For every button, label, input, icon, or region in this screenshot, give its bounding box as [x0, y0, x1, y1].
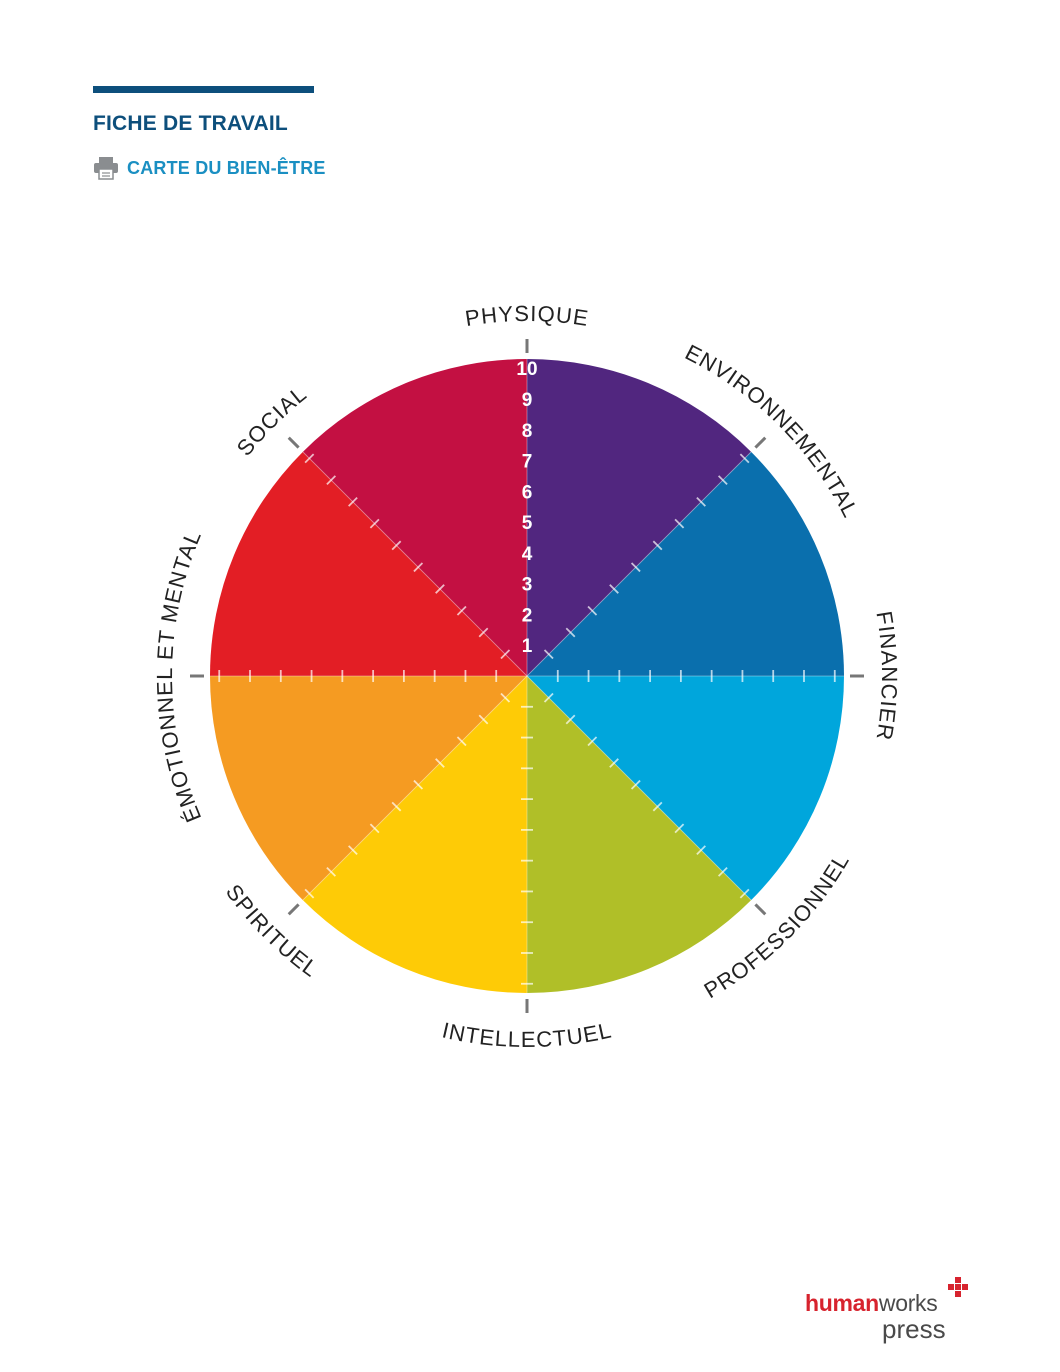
logo-press-text: press	[882, 1314, 946, 1344]
wheel-scale: 1 2 3 4 5 6 7 8 9 10	[516, 359, 537, 657]
scale-tick	[739, 888, 750, 899]
header-rule	[93, 86, 314, 93]
outer-tick	[754, 903, 767, 916]
outer-tick	[287, 903, 300, 916]
segment-financier	[527, 676, 844, 901]
scale-tick	[630, 562, 641, 573]
segment-professionnel	[527, 676, 752, 993]
scale-tick	[609, 584, 619, 594]
outer-tick	[754, 436, 767, 449]
wheel-segments	[210, 359, 844, 993]
outer-ticks	[190, 339, 864, 1013]
scale-tick	[609, 758, 619, 768]
scale-tick	[456, 736, 467, 747]
scale-tick	[652, 801, 663, 812]
scale-tick	[391, 540, 402, 551]
scale-label-3: 3	[522, 575, 533, 596]
scale-label-4: 4	[522, 544, 533, 565]
scale-tick	[369, 518, 380, 529]
scale-tick	[717, 475, 728, 486]
scale-tick	[543, 649, 554, 660]
scale-tick	[500, 692, 511, 703]
scale-tick	[696, 497, 706, 507]
segment-environnemental	[527, 451, 844, 676]
scale-tick	[348, 497, 358, 507]
scale-tick	[369, 823, 380, 834]
scale-label-10: 10	[516, 359, 537, 380]
scale-label-2: 2	[522, 605, 533, 626]
segment-social	[302, 359, 527, 676]
scale-label-1: 1	[522, 636, 533, 657]
outer-tick	[287, 436, 300, 449]
page-subtitle: CARTE DU BIEN-ÊTRE	[127, 157, 326, 178]
segment-physique	[527, 359, 752, 676]
scale-tick	[435, 758, 445, 768]
segment-spirituel	[210, 676, 527, 901]
page-title: FICHE DE TRAVAIL	[93, 112, 288, 135]
logo-mark-icon	[948, 1277, 968, 1297]
label-financier: FINANCIER	[871, 609, 902, 742]
print-worksheet-link[interactable]: CARTE DU BIEN-ÊTRE	[93, 156, 326, 180]
segment-emotionnel-et-mental	[210, 451, 527, 676]
logo-works-text: works	[878, 1290, 938, 1316]
scale-tick	[543, 692, 554, 703]
scale-tick	[304, 888, 315, 899]
label-intellectuel: INTELLECTUEL	[440, 1017, 614, 1052]
spoke-line	[302, 675, 528, 901]
scale-tick	[500, 649, 511, 660]
logo-human-text: human	[805, 1290, 879, 1316]
printer-icon[interactable]	[93, 156, 119, 180]
scale-tick	[413, 562, 424, 573]
scale-tick	[587, 605, 598, 616]
scale-tick	[565, 714, 576, 725]
scale-label-8: 8	[522, 421, 533, 442]
scale-tick	[435, 584, 445, 594]
scale-tick	[565, 627, 576, 638]
scale-tick	[478, 627, 489, 638]
scale-tick	[652, 540, 663, 551]
scale-label-5: 5	[522, 513, 533, 534]
scale-tick	[674, 518, 685, 529]
scale-tick	[717, 866, 728, 877]
scale-label-9: 9	[522, 390, 533, 411]
scale-label-7: 7	[522, 452, 533, 473]
label-social: SOCIAL	[232, 381, 312, 461]
scale-tick	[630, 779, 641, 790]
spoke-line	[526, 675, 752, 901]
humanworks-press-logo: humanworks press	[805, 1276, 975, 1346]
scale-tick	[391, 801, 402, 812]
scale-label-6: 6	[522, 482, 533, 503]
scale-tick	[413, 779, 424, 790]
segment-intellectuel	[302, 676, 527, 993]
wheel-spokes	[210, 359, 844, 993]
scale-tick	[696, 845, 706, 855]
scale-tick	[456, 605, 467, 616]
scale-tick	[739, 453, 750, 464]
scale-tick	[478, 714, 489, 725]
scale-tick	[674, 823, 685, 834]
spoke-line	[302, 451, 528, 677]
spoke-line	[526, 451, 752, 677]
scale-tick	[326, 866, 337, 877]
scale-tick	[348, 845, 358, 855]
scale-tick	[326, 475, 337, 486]
label-physique: PHYSIQUE	[463, 301, 590, 331]
scale-tick	[587, 736, 598, 747]
scale-tick	[304, 453, 315, 464]
